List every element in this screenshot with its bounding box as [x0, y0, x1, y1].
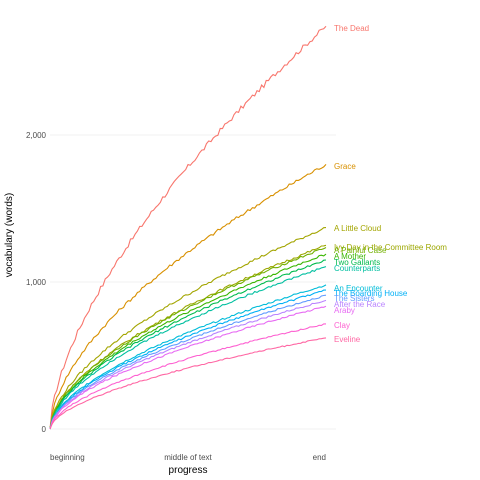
series-label: Ivy Day in the Committee Room [334, 243, 447, 252]
series-line [49, 266, 327, 430]
series-label: Araby [334, 306, 355, 315]
series-label: The Dead [334, 24, 369, 33]
series-line [49, 247, 327, 430]
series-line [49, 227, 327, 430]
x-tick-label: beginning [50, 453, 85, 462]
grid [50, 134, 336, 430]
series-labels: The Dead Grace A Little Cloud Ivy Day in th… [334, 24, 447, 344]
series-line [49, 294, 327, 430]
series-label: Clay [334, 321, 350, 330]
y-tick-label: 0 [42, 425, 47, 434]
series-label: The Boarding House [334, 289, 408, 298]
series-line [49, 164, 327, 430]
series-line [49, 305, 327, 430]
series-label: Two Gallants [334, 258, 380, 267]
y-tick-label: 2,000 [26, 131, 47, 140]
series-line [49, 25, 327, 430]
series-label: A Little Cloud [334, 224, 381, 233]
series-label: A Painful Case [334, 246, 387, 255]
series-label: The Sisters [334, 294, 374, 303]
x-tick-label: end [313, 453, 326, 462]
series-lines [49, 25, 327, 430]
series-label: Counterparts [334, 264, 380, 273]
series-label: An Encounter [334, 284, 383, 293]
series-label: A Mother [334, 252, 366, 261]
series-line [49, 253, 327, 430]
series-line [49, 323, 326, 430]
y-tick-label: 1,000 [26, 278, 47, 287]
y-axis-title: vocabulary (words) [4, 193, 15, 277]
series-label: Eveline [334, 335, 361, 344]
tick-labels: 0 1,000 2,000 beginning middle of text end [26, 131, 326, 462]
series-line [49, 337, 327, 430]
series-line [49, 299, 327, 430]
series-line [49, 259, 327, 430]
x-axis-title: progress [169, 465, 208, 476]
x-tick-label: middle of text [164, 453, 212, 462]
series-label: After the Race [334, 300, 386, 309]
series-label: Grace [334, 162, 356, 171]
series-line [49, 284, 327, 430]
series-line [49, 244, 327, 430]
series-line [49, 289, 327, 430]
